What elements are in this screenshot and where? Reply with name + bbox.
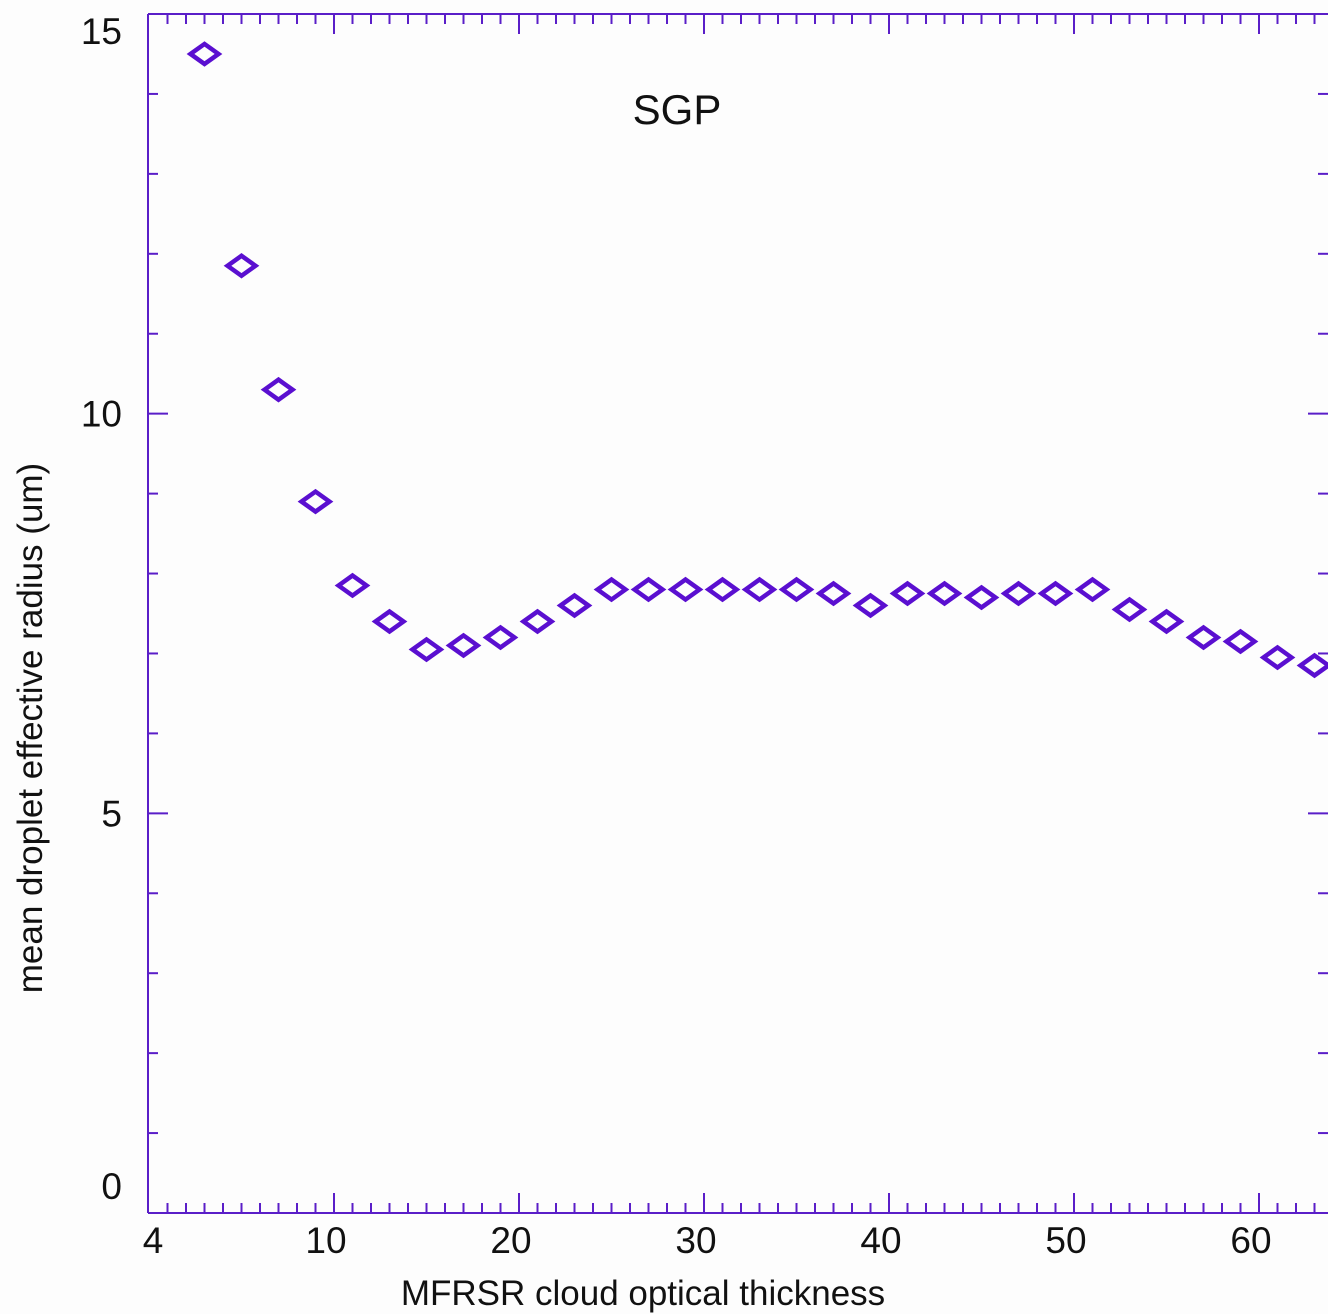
x-tick-label: 20 xyxy=(490,1220,531,1261)
x-tick-label: 4 xyxy=(143,1220,164,1261)
data-point-diamond xyxy=(1074,576,1111,603)
y-axis-label: mean droplet effective radius (um) xyxy=(11,463,50,993)
data-point-diamond xyxy=(1259,644,1296,671)
data-point-diamond xyxy=(963,584,1000,611)
data-point-diamond xyxy=(186,41,223,67)
data-point-diamond xyxy=(630,576,667,603)
data-point-diamond xyxy=(741,576,778,603)
data-point-diamond xyxy=(371,608,408,635)
data-point-diamond xyxy=(704,576,741,603)
x-tick-label: 40 xyxy=(860,1220,901,1261)
data-point-diamond xyxy=(408,636,445,663)
data-point-diamond xyxy=(889,580,926,607)
x-axis-label: MFRSR cloud optical thickness xyxy=(401,1274,885,1313)
data-point-diamond xyxy=(482,624,519,651)
site-annotation: SGP xyxy=(633,86,722,133)
data-point-diamond xyxy=(1222,628,1259,655)
x-tick-label: 10 xyxy=(305,1220,346,1261)
data-point-diamond xyxy=(1111,596,1148,623)
data-point-diamond xyxy=(815,580,852,607)
plot-frame xyxy=(147,13,1328,1214)
data-point-diamond xyxy=(778,576,815,603)
data-point-diamond xyxy=(1037,580,1074,607)
axis-ticks xyxy=(148,13,1328,1214)
data-point-diamond xyxy=(852,592,889,619)
data-point-diamond xyxy=(556,592,593,619)
data-point-diamond xyxy=(926,580,963,607)
y-tick-label: 10 xyxy=(81,394,122,435)
y-tick-label: 15 xyxy=(81,11,122,52)
data-points xyxy=(186,41,1328,679)
data-point-diamond xyxy=(1000,580,1037,607)
x-tick-label: 50 xyxy=(1045,1220,1086,1261)
data-point-diamond xyxy=(297,488,334,515)
x-tick-label: 30 xyxy=(675,1220,716,1261)
data-point-diamond xyxy=(1148,608,1185,635)
y-tick-label: 5 xyxy=(101,793,122,834)
tick-labels: 4 10 20 30 40 50 60 0 5 10 15 xyxy=(81,11,1272,1261)
data-point-diamond xyxy=(593,576,630,603)
data-point-diamond xyxy=(223,253,260,279)
data-point-diamond xyxy=(260,376,297,403)
data-point-diamond xyxy=(445,632,482,659)
data-point-diamond xyxy=(667,576,704,603)
data-point-diamond xyxy=(334,572,371,599)
data-point-diamond xyxy=(519,608,556,635)
y-tick-label: 0 xyxy=(101,1166,122,1207)
x-tick-label: 60 xyxy=(1230,1220,1271,1261)
data-point-diamond xyxy=(1296,652,1328,679)
data-point-diamond xyxy=(1185,624,1222,651)
